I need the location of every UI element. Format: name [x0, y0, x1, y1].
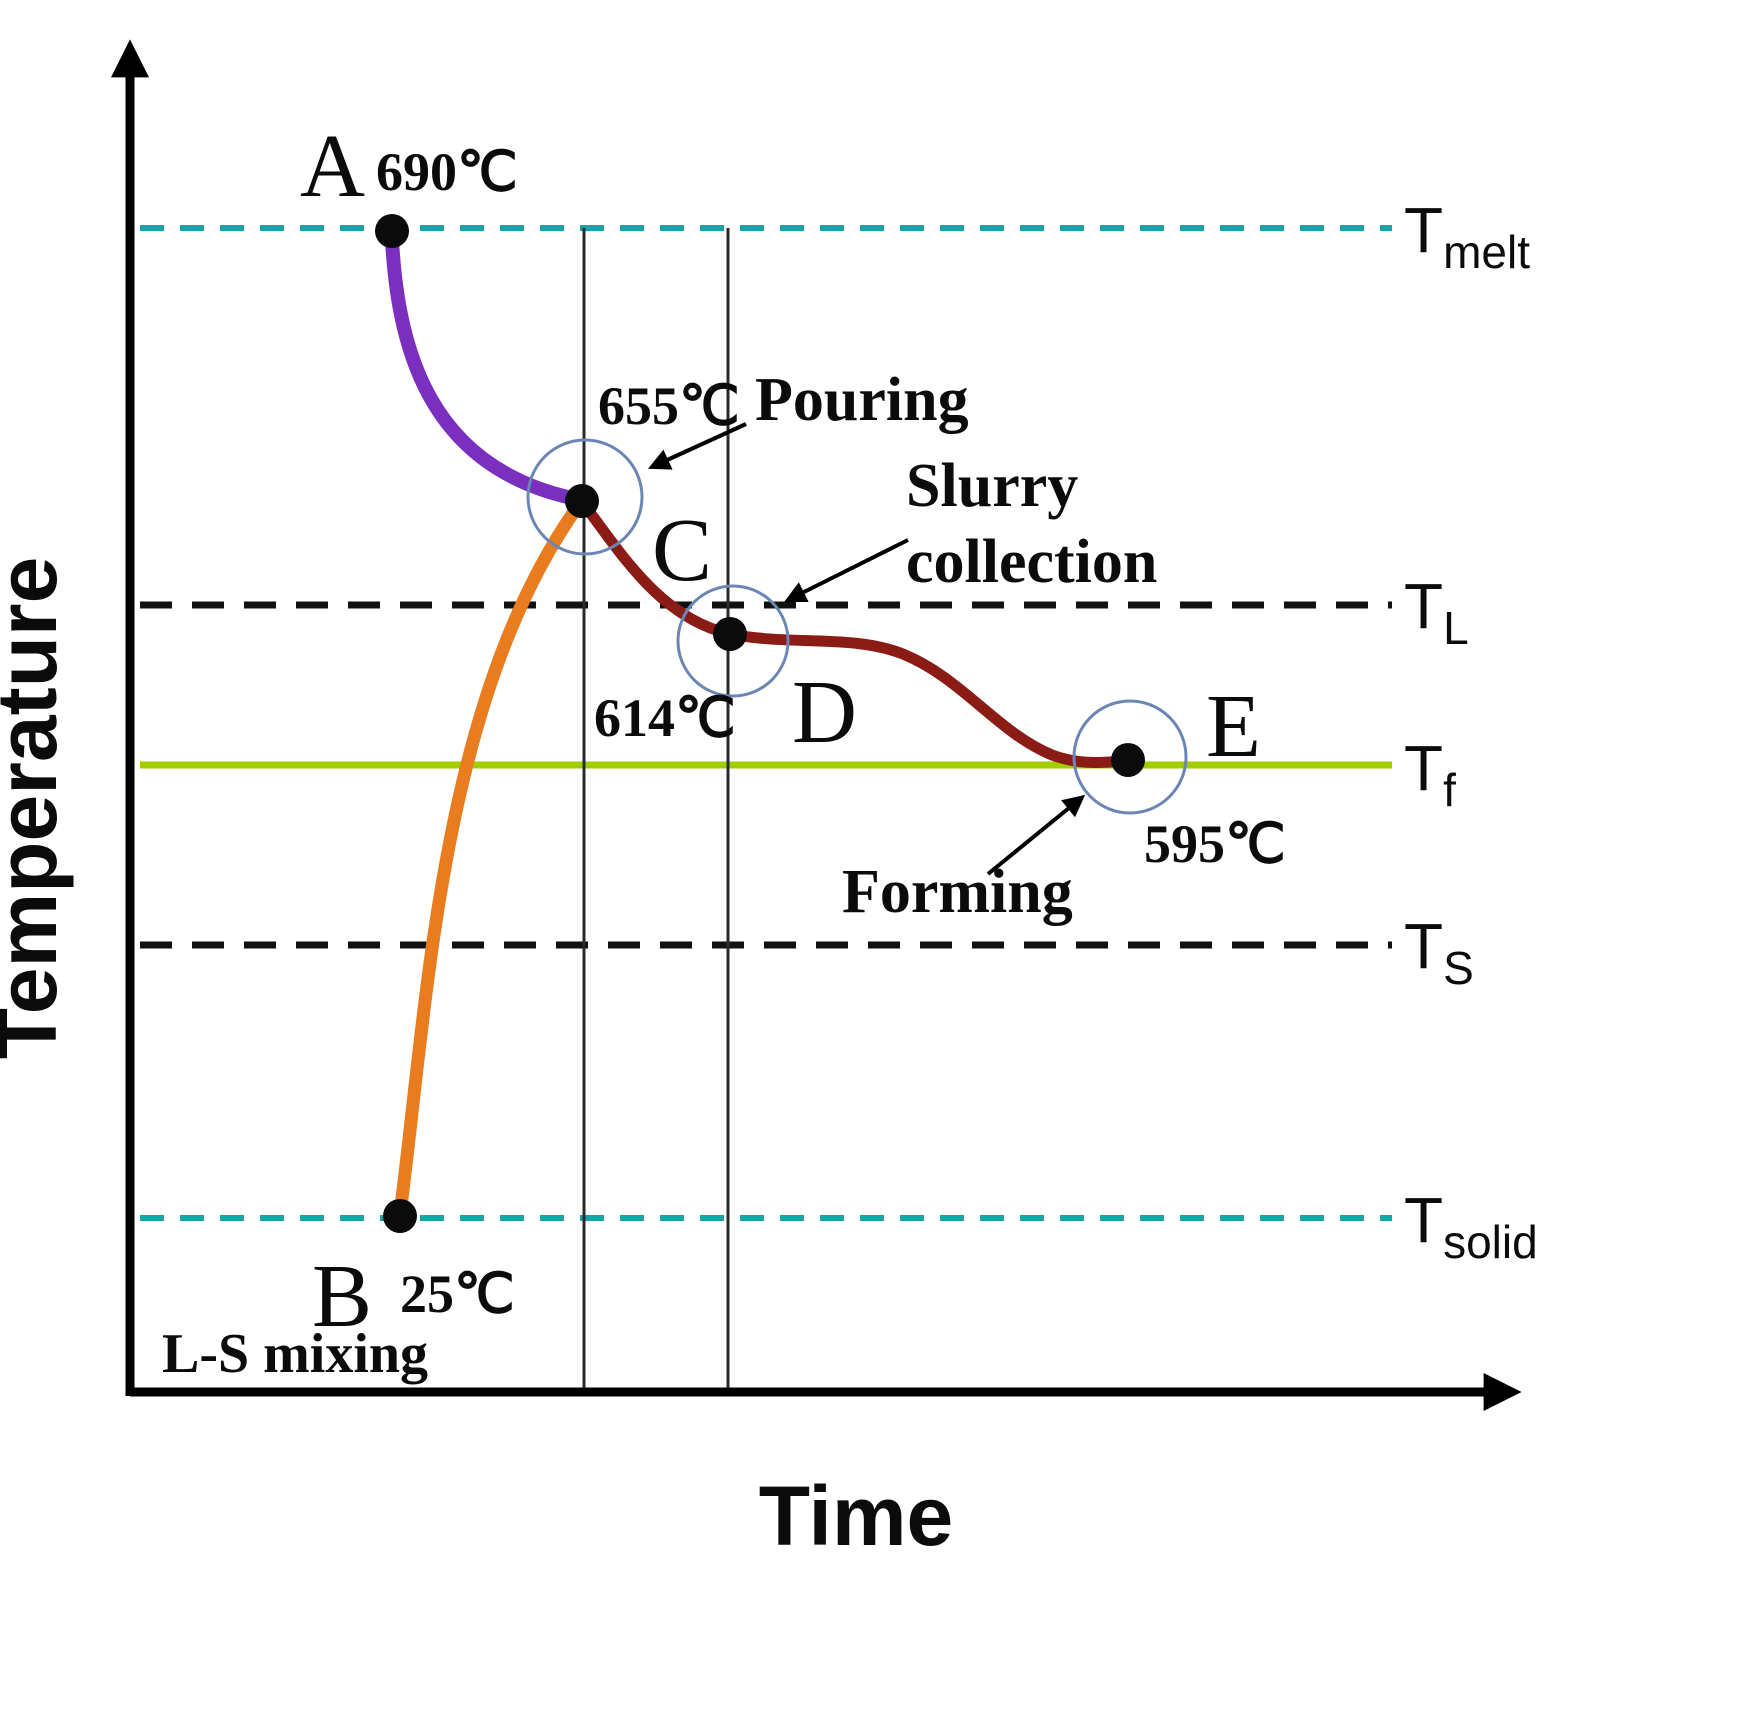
pouring-circle [526, 438, 644, 556]
curve-a-to-c [385, 233, 579, 505]
point-c-dot [565, 484, 599, 518]
point-e-label: E [1206, 677, 1261, 776]
temp-c-label: 655℃ [598, 376, 740, 436]
temp-d-label: 614℃ [594, 688, 736, 748]
slurry-collection-circle [676, 584, 790, 698]
t-solidus-label: TS [1404, 910, 1474, 994]
slurry-label-line2: collection [906, 528, 1157, 596]
t-melt-label: Tmelt [1404, 194, 1530, 278]
curve-c-d-e [576, 496, 1132, 769]
slurry-label-line1: Slurry [906, 452, 1078, 520]
point-b-label: B [312, 1247, 372, 1346]
point-d-dot [713, 617, 747, 651]
ls-mixing-label: L-S mixing [162, 1323, 428, 1385]
forming-circle [1072, 699, 1188, 815]
point-e-dot [1111, 743, 1145, 777]
slurry-collection-arrow [784, 538, 909, 602]
forming-label: Forming [842, 858, 1073, 926]
t-solid-label: Tsolid [1404, 1184, 1538, 1268]
t-liquidus-label: TL [1404, 570, 1469, 654]
point-d-label: D [792, 663, 857, 762]
point-a-label: A [300, 117, 365, 216]
temp-e-label: 595℃ [1144, 814, 1286, 874]
x-axis-title: Time [759, 1469, 954, 1563]
pouring-arrow [647, 422, 747, 470]
curve-b-to-c [393, 499, 585, 1221]
pouring-label: Pouring [755, 366, 969, 434]
temp-a-label: 690℃ [376, 142, 518, 202]
point-b-dot [383, 1199, 417, 1233]
forming-arrow [986, 794, 1086, 876]
point-c-label: C [652, 501, 712, 600]
y-axis-title: Temperature [0, 557, 74, 1060]
point-a-dot [375, 214, 409, 248]
temp-b-label: 25℃ [400, 1264, 515, 1324]
t-forming-label: Tf [1404, 732, 1456, 816]
